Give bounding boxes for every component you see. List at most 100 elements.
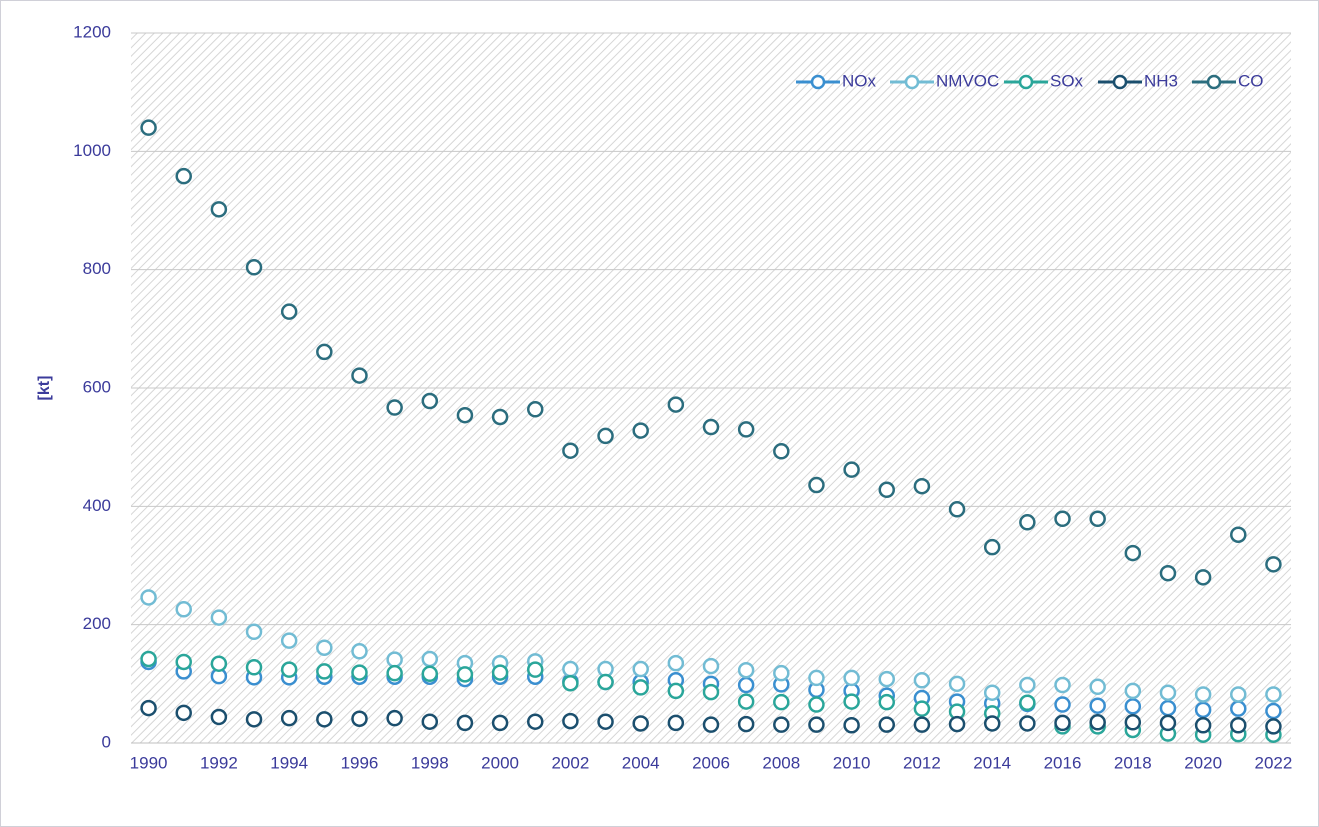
legend-label: NH3 xyxy=(1144,71,1178,90)
series-marker xyxy=(913,700,931,717)
series-marker xyxy=(1265,686,1282,703)
legend-marker xyxy=(1018,74,1034,90)
series-marker xyxy=(562,674,579,692)
series-marker xyxy=(1159,684,1177,701)
x-tick-label: 2010 xyxy=(833,753,871,772)
series-marker xyxy=(526,401,544,418)
y-tick-label: 600 xyxy=(83,377,111,396)
series-marker xyxy=(1089,678,1106,696)
series-marker xyxy=(878,716,896,733)
series-marker xyxy=(702,418,720,436)
series-marker xyxy=(1124,682,1142,700)
series-marker xyxy=(667,654,685,672)
series-marker xyxy=(632,679,649,696)
series-marker xyxy=(737,715,755,733)
x-tick-label: 1998 xyxy=(411,753,449,772)
series-marker xyxy=(491,714,509,732)
series-marker xyxy=(878,670,896,688)
series-marker xyxy=(843,693,860,710)
series-marker xyxy=(1265,702,1282,720)
series-marker xyxy=(1089,714,1106,731)
series-marker xyxy=(562,712,579,730)
series-marker xyxy=(983,715,1001,732)
y-tick-label: 1200 xyxy=(73,22,111,41)
x-tick-label: 2022 xyxy=(1255,753,1293,772)
series-marker xyxy=(878,693,896,711)
series-marker xyxy=(808,696,825,713)
series-marker xyxy=(351,710,368,727)
legend-marker xyxy=(1206,74,1222,90)
series-marker xyxy=(737,661,755,679)
series-marker xyxy=(456,666,474,683)
series-marker xyxy=(456,406,474,424)
series-marker xyxy=(175,601,192,618)
series-marker xyxy=(597,427,614,445)
series-marker xyxy=(245,711,263,728)
series-marker xyxy=(913,672,931,689)
series-marker xyxy=(1194,686,1212,703)
series-marker xyxy=(140,650,157,668)
series-marker xyxy=(245,259,263,276)
x-tick-label: 2002 xyxy=(551,753,589,772)
series-marker xyxy=(702,683,720,701)
series-marker xyxy=(351,367,368,384)
legend-marker xyxy=(1112,74,1128,90)
series-marker xyxy=(1089,697,1106,714)
y-tick-label: 200 xyxy=(83,614,111,633)
series-marker xyxy=(1124,544,1142,562)
legend-marker xyxy=(810,74,826,90)
series-marker xyxy=(1124,698,1142,715)
series-marker xyxy=(316,343,333,361)
series-marker xyxy=(1054,676,1071,694)
series-marker xyxy=(808,669,825,687)
x-tick-label: 1992 xyxy=(200,753,238,772)
series-marker xyxy=(1194,569,1212,586)
series-marker xyxy=(1054,696,1071,713)
series-marker xyxy=(280,303,298,320)
series-marker xyxy=(386,709,403,727)
x-tick-label: 2014 xyxy=(973,753,1011,772)
series-marker xyxy=(351,664,368,681)
series-marker xyxy=(632,422,649,439)
y-tick-label: 0 xyxy=(102,732,111,751)
x-tick-label: 1990 xyxy=(130,753,168,772)
x-tick-label: 2000 xyxy=(481,753,519,772)
series-marker xyxy=(1019,676,1036,694)
series-marker xyxy=(386,651,403,668)
x-tick-label: 1994 xyxy=(270,753,308,772)
series-marker xyxy=(210,201,228,218)
series-marker xyxy=(526,713,544,730)
series-marker xyxy=(702,657,720,675)
series-marker xyxy=(808,476,825,494)
series-marker xyxy=(1265,556,1282,573)
x-tick-label: 2004 xyxy=(622,753,660,772)
series-marker xyxy=(667,682,685,700)
series-marker xyxy=(1019,514,1036,531)
series-marker xyxy=(1054,714,1071,732)
series-marker xyxy=(351,643,368,660)
series-marker xyxy=(280,661,298,678)
series-marker xyxy=(843,717,860,734)
y-tick-label: 800 xyxy=(83,259,111,278)
series-marker xyxy=(316,663,333,680)
series-marker xyxy=(808,716,825,733)
series-marker xyxy=(1089,510,1106,528)
series-marker xyxy=(773,443,790,460)
y-tick-label: 400 xyxy=(83,496,111,515)
series-marker xyxy=(1230,717,1247,734)
series-marker xyxy=(562,660,579,678)
series-marker xyxy=(948,501,966,518)
series-marker xyxy=(948,675,966,693)
series-marker xyxy=(421,713,439,730)
x-tick-label: 2012 xyxy=(903,753,941,772)
series-marker xyxy=(456,714,474,732)
series-marker xyxy=(140,119,157,136)
series-marker xyxy=(948,715,966,733)
series-marker xyxy=(597,713,614,730)
x-tick-label: 1996 xyxy=(341,753,379,772)
series-marker xyxy=(667,396,685,413)
series-marker xyxy=(1230,526,1247,543)
series-marker xyxy=(245,659,263,676)
series-marker xyxy=(245,623,263,641)
